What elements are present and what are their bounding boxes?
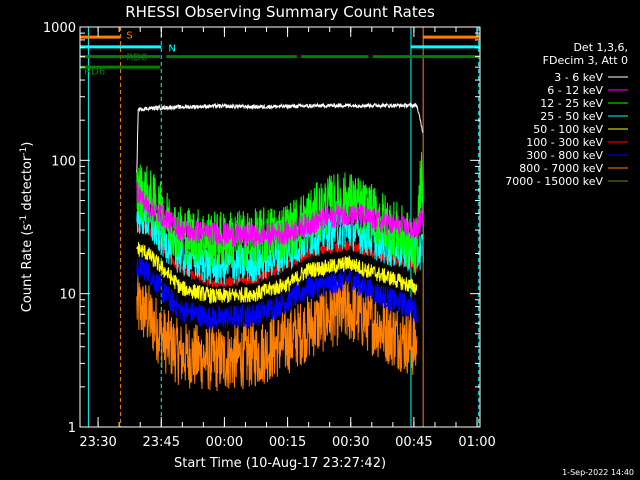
series-line-2 — [136, 152, 424, 275]
legend-label: 6 - 12 keV — [547, 84, 603, 97]
x-tick-label: 00:30 — [332, 435, 369, 450]
y-axis-label: Count Rate (s-1 detector-1) — [19, 142, 35, 313]
y-axis-label-mid: detector — [20, 155, 35, 215]
plot-frame — [79, 26, 481, 428]
flag-label-rd6: RD6 — [84, 67, 105, 78]
x-axis-ticks: 23:30 23:45 00:00 00:15 00:30 00:45 01:00 — [79, 27, 496, 450]
flag-label-s: S — [126, 30, 132, 41]
y-tick-label: 1000 — [43, 21, 76, 36]
series-line-3 — [136, 197, 424, 285]
x-tick-label: 00:45 — [395, 435, 432, 450]
y-axis-label-sup2: -1 — [19, 147, 29, 156]
legend-label: 12 - 25 keV — [540, 97, 603, 110]
y-axis-label-end: ) — [20, 142, 35, 147]
legend-label: 3 - 6 keV — [554, 71, 603, 84]
legend-header: FDecim 3, Att 0 — [543, 54, 628, 67]
legend-label: 800 - 7000 keV — [519, 162, 603, 175]
series-line-0 — [136, 102, 424, 173]
x-tick-label: 01:00 — [458, 435, 495, 450]
series-line-4 — [136, 242, 418, 304]
legend-label: 50 - 100 keV — [533, 123, 603, 136]
legend-label: 300 - 800 keV — [526, 149, 603, 162]
y-axis-label-sup1: -1 — [19, 215, 29, 224]
y-axis-ticks: 1 10 100 1000 — [43, 21, 480, 436]
flag-label-n: N — [168, 44, 175, 55]
x-tick-label: 00:00 — [206, 435, 243, 450]
x-tick-label: 23:30 — [79, 435, 116, 450]
y-axis-label-main: Count Rate (s — [20, 224, 35, 313]
series-line-6 — [136, 256, 418, 330]
y-tick-label: 10 — [59, 288, 76, 303]
legend-label: 25 - 50 keV — [540, 110, 603, 123]
flag-label-rd0: RD0 — [126, 53, 147, 64]
plot-area: S N RD0 RD6 — [80, 27, 480, 427]
legend-header: Det 1,3,6, — [573, 41, 628, 54]
x-tick-label: 23:45 — [143, 435, 180, 450]
x-axis-label: Start Time (10-Aug-17 23:27:42) — [174, 456, 386, 471]
x-tick-label: 00:15 — [269, 435, 306, 450]
chart-title: RHESSI Observing Summary Count Rates — [125, 3, 435, 21]
y-tick-label: 100 — [51, 154, 76, 169]
y-tick-label: 1 — [68, 421, 76, 436]
footer-timestamp: 1-Sep-2022 14:40 — [562, 468, 634, 477]
legend-label: 7000 - 15000 keV — [505, 175, 603, 188]
series-line-1 — [136, 181, 424, 249]
legend-label: 100 - 300 keV — [526, 136, 603, 149]
